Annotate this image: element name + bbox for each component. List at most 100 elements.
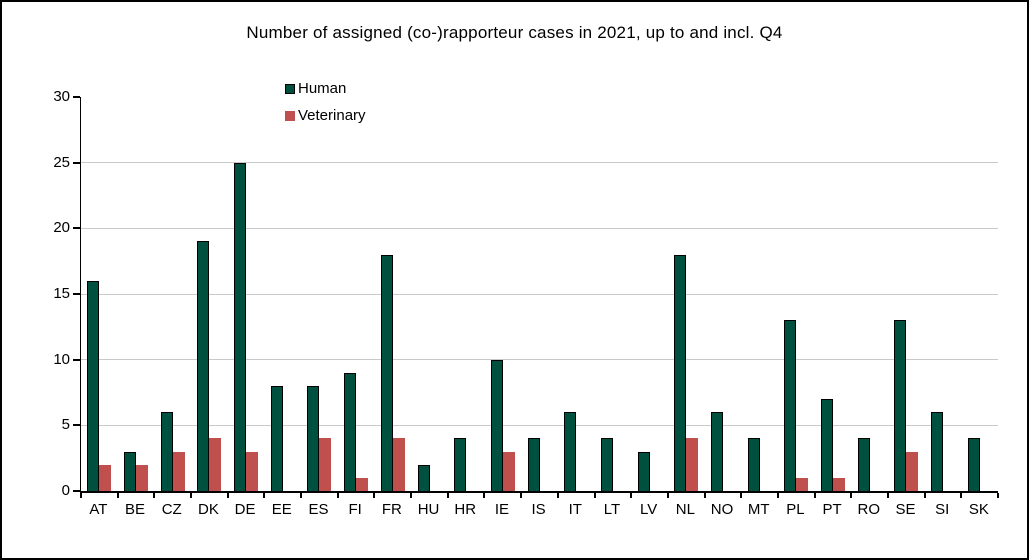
x-tick-17 bbox=[703, 493, 706, 498]
gridline-15 bbox=[81, 293, 998, 295]
x-tick-15 bbox=[630, 493, 633, 498]
x-tick-14 bbox=[593, 493, 596, 498]
bar-human-hr bbox=[454, 438, 467, 491]
category-group-si bbox=[925, 97, 962, 491]
bars-layer bbox=[81, 97, 998, 491]
bar-human-mt bbox=[747, 438, 760, 491]
category-group-it bbox=[558, 97, 595, 491]
y-axis-label-0: 0 bbox=[61, 482, 70, 499]
bar-human-sk bbox=[967, 438, 980, 491]
bar-veterinary-be bbox=[136, 464, 149, 491]
x-tick-18 bbox=[740, 493, 743, 498]
category-group-dk bbox=[191, 97, 228, 491]
x-axis-label-is: IS bbox=[531, 501, 546, 518]
bar-veterinary-fr bbox=[392, 438, 405, 491]
bar-human-ee bbox=[270, 385, 283, 491]
y-axis-label-30: 30 bbox=[53, 88, 70, 105]
x-tick-21 bbox=[850, 493, 853, 498]
bar-human-lt bbox=[600, 438, 613, 491]
x-axis-label-ro: RO bbox=[857, 501, 881, 518]
category-group-hr bbox=[448, 97, 485, 491]
x-tick-5 bbox=[263, 493, 266, 498]
x-tick-6 bbox=[300, 493, 303, 498]
x-axis-label-hr: HR bbox=[454, 501, 477, 518]
y-tick-20 bbox=[73, 227, 80, 230]
x-axis-label-lt: LT bbox=[603, 501, 621, 518]
x-axis-label-ee: EE bbox=[271, 501, 292, 518]
bar-human-hu bbox=[417, 464, 430, 491]
bar-human-no bbox=[711, 412, 724, 491]
x-axis-label-cz: CZ bbox=[161, 501, 182, 518]
y-axis-label-25: 25 bbox=[53, 153, 70, 171]
y-axis-label-5: 5 bbox=[61, 416, 70, 434]
bar-human-ro bbox=[857, 438, 870, 491]
bar-veterinary-dk bbox=[209, 438, 222, 491]
bar-human-it bbox=[564, 412, 577, 491]
x-axis-label-fr: FR bbox=[381, 501, 402, 518]
x-axis-label-mt: MT bbox=[747, 501, 770, 518]
x-axis-label-at: AT bbox=[89, 501, 108, 518]
bar-veterinary-de bbox=[246, 451, 259, 491]
category-group-no bbox=[705, 97, 742, 491]
x-axis-label-nl: NL bbox=[675, 501, 695, 518]
x-tick-20 bbox=[813, 493, 816, 498]
y-axis-labels: 0 5 10 15 20 25 30 bbox=[2, 2, 70, 558]
x-tick-4 bbox=[226, 493, 229, 498]
x-axis-label-si: SI bbox=[935, 501, 950, 518]
x-tick-10 bbox=[446, 493, 449, 498]
category-group-ro bbox=[851, 97, 888, 491]
category-group-se bbox=[888, 97, 925, 491]
bar-human-dk bbox=[197, 241, 210, 491]
x-tick-19 bbox=[776, 493, 779, 498]
legend-item-human: Human bbox=[285, 81, 366, 96]
x-axis-label-fi: FI bbox=[348, 501, 362, 518]
x-axis-label-ie: IE bbox=[494, 501, 509, 518]
category-group-cz bbox=[154, 97, 191, 491]
category-group-is bbox=[521, 97, 558, 491]
x-axis-label-it: IT bbox=[568, 501, 582, 518]
x-axis-label-hu: HU bbox=[417, 501, 440, 518]
y-axis-label-15: 15 bbox=[53, 285, 70, 302]
x-axis-label-de: DE bbox=[234, 501, 256, 518]
human-series-swatch bbox=[285, 83, 295, 94]
category-group-hu bbox=[411, 97, 448, 491]
gridline-10 bbox=[81, 359, 998, 361]
legend-label-veterinary: Veterinary bbox=[298, 107, 366, 124]
legend-label-human: Human bbox=[298, 80, 347, 97]
bar-veterinary-ie bbox=[502, 451, 515, 491]
x-tick-0 bbox=[80, 493, 82, 498]
x-axis-label-pt: PT bbox=[822, 501, 842, 518]
x-tick-2 bbox=[153, 493, 156, 498]
y-tick-5 bbox=[73, 424, 80, 427]
x-axis-label-lv: LV bbox=[640, 501, 658, 518]
category-group-be bbox=[118, 97, 155, 491]
bar-veterinary-pt bbox=[833, 477, 846, 491]
x-axis-labels: AT BE CZ DK DE EE ES FI FR HU HR IE IS IT LT LV NL NO MT PL… bbox=[80, 501, 997, 518]
bar-human-se bbox=[894, 320, 907, 491]
bar-human-pt bbox=[821, 399, 834, 491]
x-tick-22 bbox=[886, 493, 889, 498]
x-tick-25 bbox=[997, 493, 999, 498]
bar-human-ie bbox=[490, 359, 503, 491]
bar-human-cz bbox=[160, 412, 173, 491]
bar-human-fr bbox=[380, 254, 393, 491]
bar-veterinary-cz bbox=[172, 451, 185, 491]
y-tick-30 bbox=[73, 96, 80, 98]
category-group-ie bbox=[485, 97, 522, 491]
bar-human-es bbox=[307, 385, 320, 491]
x-axis-label-es: ES bbox=[308, 501, 329, 518]
bar-veterinary-es bbox=[319, 438, 332, 491]
x-tick-7 bbox=[336, 493, 339, 498]
gridline-5 bbox=[81, 424, 998, 426]
legend-item-veterinary: Veterinary bbox=[285, 108, 366, 123]
x-axis-label-be: BE bbox=[125, 501, 146, 518]
category-group-pl bbox=[778, 97, 815, 491]
category-group-mt bbox=[741, 97, 778, 491]
bar-veterinary-nl bbox=[686, 438, 699, 491]
x-tick-13 bbox=[556, 493, 559, 498]
x-tick-8 bbox=[373, 493, 376, 498]
x-tick-9 bbox=[410, 493, 413, 498]
x-tick-12 bbox=[520, 493, 523, 498]
y-axis-label-10: 10 bbox=[53, 350, 70, 368]
x-tick-24 bbox=[960, 493, 963, 498]
